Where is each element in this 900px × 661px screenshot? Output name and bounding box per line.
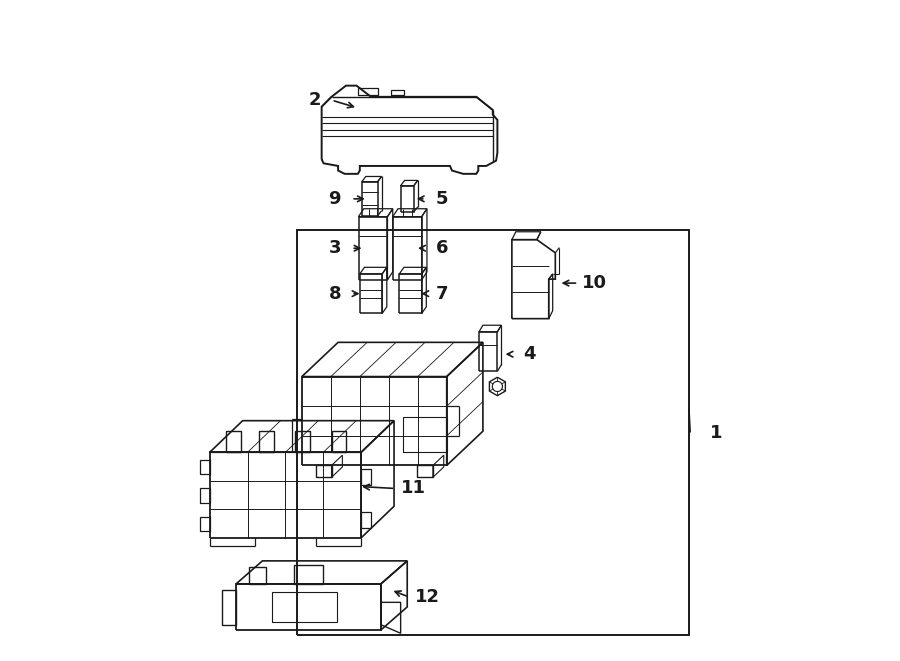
Text: 11: 11 [401,479,427,498]
Polygon shape [236,584,381,630]
Text: 6: 6 [436,239,448,257]
Polygon shape [512,240,555,319]
Text: 4: 4 [523,345,536,363]
Text: 5: 5 [436,190,448,208]
Polygon shape [321,86,498,174]
Text: 12: 12 [415,588,440,606]
Text: 8: 8 [328,285,341,303]
Text: 9: 9 [328,190,341,208]
Text: 2: 2 [309,91,321,109]
Polygon shape [302,377,446,465]
Text: 10: 10 [582,274,608,292]
Polygon shape [210,452,361,538]
Text: 1: 1 [710,424,723,442]
Text: 3: 3 [328,239,341,257]
Text: 7: 7 [436,285,448,303]
